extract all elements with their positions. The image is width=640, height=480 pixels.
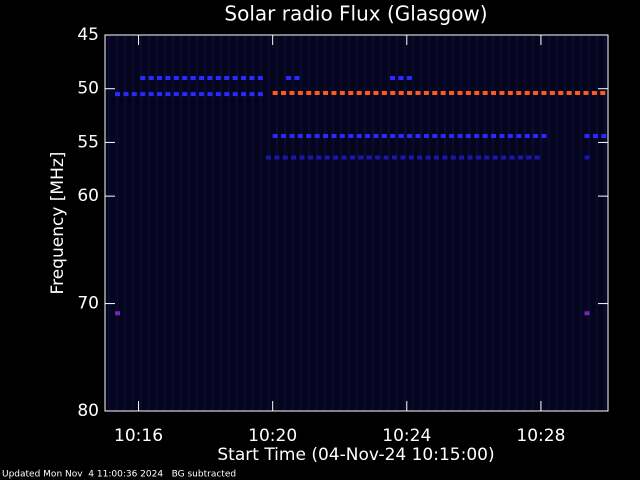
footer: Updated Mon Nov 4 11:00:36 2024 BG subtr…: [2, 470, 236, 480]
x-axis-label: Start Time (04-Nov-24 10:15:00): [217, 445, 494, 465]
y-tick-label: 70: [77, 294, 99, 314]
y-tick-label: 60: [77, 186, 99, 206]
y-tick-label: 80: [77, 401, 99, 421]
y-tick-label: 45: [77, 25, 99, 45]
x-tick-label: 10:20: [248, 426, 297, 446]
y-tick-label: 50: [77, 79, 99, 99]
y-axis-label: Frequency [MHz]: [48, 152, 68, 295]
x-tick-label: 10:28: [516, 426, 565, 446]
y-tick-label: 55: [77, 132, 99, 152]
axis-box: [104, 34, 609, 412]
x-tick-label: 10:16: [114, 426, 163, 446]
x-tick-label: 10:24: [382, 426, 431, 446]
chart-title: Solar radio Flux (Glasgow): [224, 2, 487, 26]
